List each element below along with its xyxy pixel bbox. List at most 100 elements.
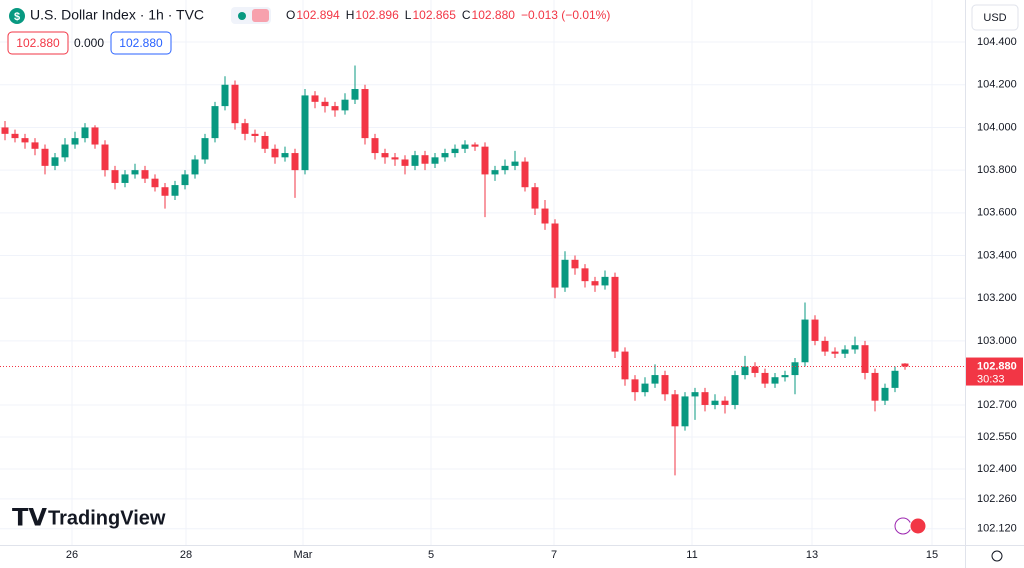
candle-body	[231, 84, 239, 124]
candle-body	[701, 392, 709, 405]
candle-body	[11, 133, 19, 139]
candle-body	[721, 400, 729, 405]
candle-body	[111, 170, 119, 183]
candle-body	[711, 400, 719, 405]
candle-body	[681, 396, 689, 427]
x-tick-label: 15	[926, 549, 938, 561]
ohlc-value: 102.896	[355, 8, 399, 22]
change: −0.013 (−0.01%)	[521, 8, 610, 22]
currency-button[interactable]	[971, 4, 1019, 31]
y-tick-label: 103.200	[977, 292, 1017, 304]
legend: $ U.S. Dollar Index · 1h · TVC	[9, 7, 271, 24]
candle-body	[211, 106, 219, 139]
last-price-label: 102.880	[977, 360, 1017, 372]
candle-body	[731, 375, 739, 405]
candle-body	[131, 170, 139, 175]
candle-body	[501, 165, 509, 171]
candle-body	[881, 387, 889, 401]
candle-body	[901, 363, 909, 367]
candle-body	[381, 153, 389, 158]
candle-body	[531, 187, 539, 209]
y-tick-label: 103.600	[977, 207, 1017, 219]
last-price-badge	[966, 357, 1023, 386]
event-icon[interactable]	[894, 517, 912, 535]
candle-body	[31, 142, 39, 149]
candle-body	[551, 223, 559, 288]
event-icon[interactable]	[909, 517, 927, 535]
candle-body	[851, 345, 859, 350]
candle-body	[871, 372, 879, 401]
ohlc-value: 102.880	[472, 8, 516, 22]
candle-body	[421, 155, 429, 164]
candle-body	[271, 148, 279, 158]
ohlc-value: 102.865	[412, 8, 456, 22]
candle-body	[171, 185, 179, 196]
candle-body	[141, 170, 149, 179]
candle-body	[351, 89, 359, 100]
ohlc-key: C	[462, 8, 471, 22]
candle-body	[451, 148, 459, 154]
currency: USD	[983, 12, 1006, 24]
ohlc-key: L	[405, 8, 412, 22]
symbol-title[interactable]: U.S. Dollar Index · 1h · TVC	[30, 7, 204, 23]
candle-body	[891, 370, 899, 388]
y-tick-label: 104.000	[977, 121, 1017, 133]
candle-body	[321, 101, 329, 107]
candle-body	[631, 379, 639, 393]
candle-body	[51, 157, 59, 166]
candle-body	[341, 99, 349, 111]
candle-body	[771, 377, 779, 384]
status-dot	[238, 12, 246, 20]
candle-body	[811, 319, 819, 341]
x-tick-label: Mar	[294, 549, 313, 561]
candle-body	[431, 157, 439, 164]
spread: 0.000	[74, 36, 104, 50]
candle-body	[411, 155, 419, 166]
y-tick-label: 102.550	[977, 431, 1017, 443]
y-tick-label: 103.800	[977, 164, 1017, 176]
candle-body	[1, 127, 9, 134]
brand: TradingView	[48, 507, 166, 529]
candle-body	[71, 138, 79, 145]
candle-body	[81, 127, 89, 139]
symbol-icon-glyph: $	[14, 11, 20, 23]
candle-body	[291, 153, 299, 171]
x-tick-label: 13	[806, 549, 818, 561]
candle-body	[311, 95, 319, 102]
sell-price: 102.880	[16, 36, 60, 50]
candle-body	[761, 372, 769, 384]
sell-box[interactable]	[7, 31, 69, 55]
candle-body	[251, 133, 259, 136]
candle-body	[621, 351, 629, 380]
brand-logo: 𝗧𝗩	[12, 504, 47, 531]
candle-body	[791, 362, 799, 376]
buy-box[interactable]	[110, 31, 172, 55]
y-tick-label: 103.400	[977, 249, 1017, 261]
ohlc-value: 102.894	[296, 8, 340, 22]
countdown: 30:33	[977, 373, 1005, 385]
candle-body	[781, 375, 789, 378]
x-tick-label: 26	[66, 549, 78, 561]
y-tick-label: 103.000	[977, 335, 1017, 347]
candle-body	[541, 208, 549, 224]
candle-body	[561, 259, 569, 288]
candle-body	[391, 157, 399, 160]
candle-body	[661, 375, 669, 395]
candle-body	[161, 187, 169, 196]
x-tick-label: 5	[428, 549, 434, 561]
candle-body	[461, 144, 469, 149]
candle-body	[831, 351, 839, 354]
y-tick-label: 102.400	[977, 463, 1017, 475]
candle-body	[591, 281, 599, 286]
candle-body	[801, 319, 809, 363]
candle-body	[491, 170, 499, 175]
x-tick-label: 28	[180, 549, 192, 561]
candle-body	[511, 161, 519, 166]
candle-body	[261, 135, 269, 149]
candle-body	[201, 138, 209, 160]
candle-body	[671, 394, 679, 427]
status-icon	[252, 9, 269, 22]
settings-icon[interactable]	[991, 550, 1003, 562]
candle-body	[301, 95, 309, 171]
